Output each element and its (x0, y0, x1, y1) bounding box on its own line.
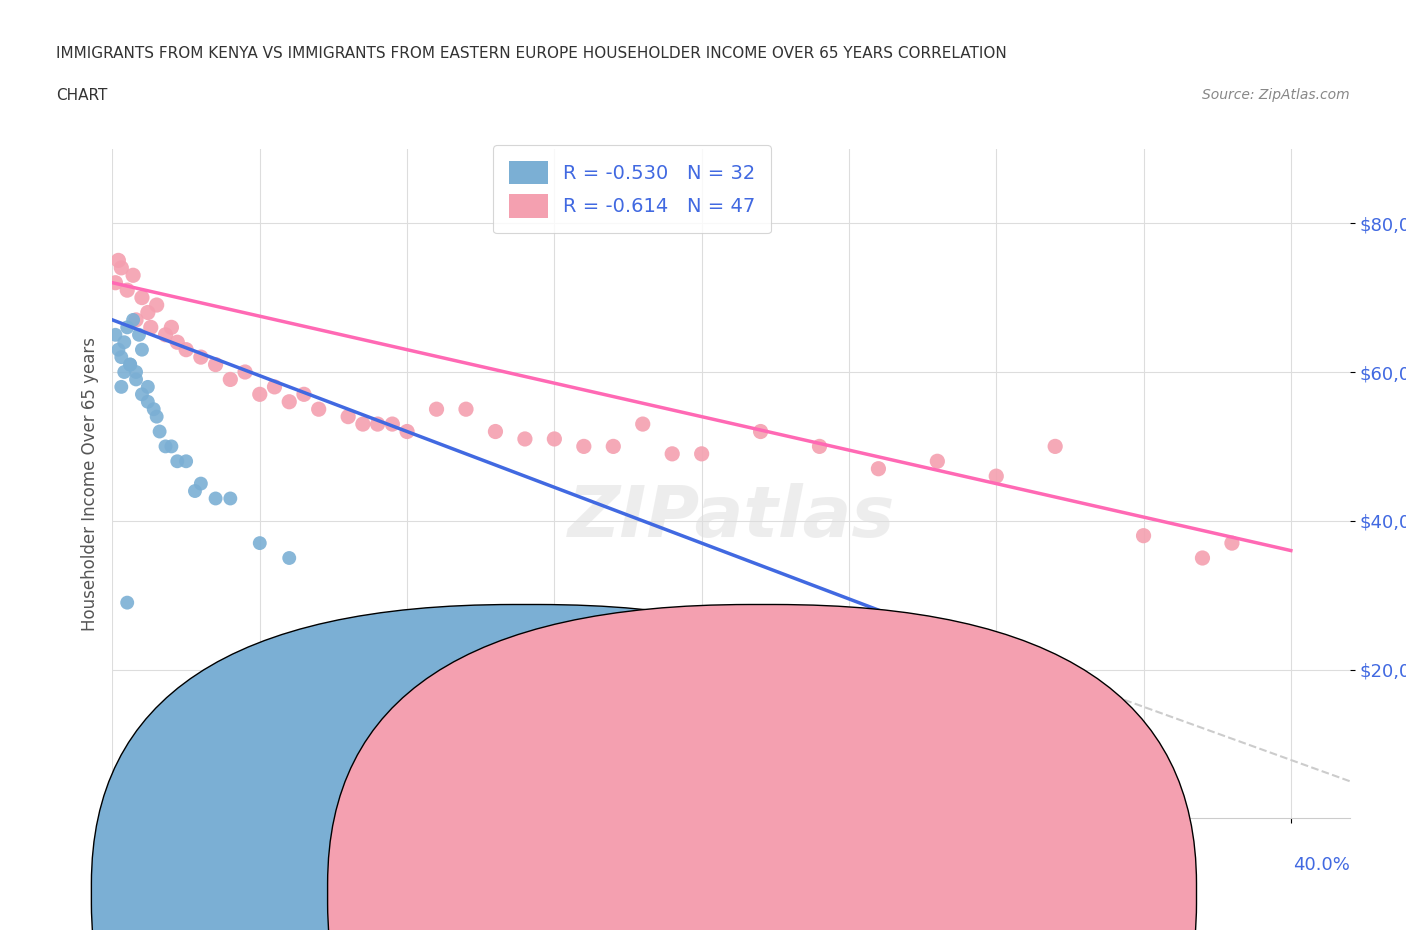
Point (160, 320, 183, 335)
Point (868, 461, 890, 476)
Point (1043, 439, 1066, 454)
Point (749, 424, 772, 439)
Point (204, 357, 226, 372)
Point (190, 476, 212, 491)
Point (308, 402, 330, 417)
Point (131, 290, 153, 305)
Point (136, 394, 159, 409)
Y-axis label: Householder Income Over 65 years: Householder Income Over 65 years (80, 337, 98, 631)
Point (122, 312, 145, 327)
Text: Source: ZipAtlas.com: Source: ZipAtlas.com (1202, 88, 1350, 102)
Point (174, 342, 197, 357)
Point (190, 350, 212, 365)
Point (125, 372, 148, 387)
Point (513, 432, 536, 446)
Point (120, 357, 142, 372)
Point (115, 320, 138, 335)
Text: IMMIGRANTS FROM KENYA VS IMMIGRANTS FROM EASTERN EUROPE HOUSEHOLDER INCOME OVER : IMMIGRANTS FROM KENYA VS IMMIGRANTS FROM… (56, 46, 1007, 61)
Point (110, 379, 132, 394)
Point (112, 335, 135, 350)
Point (107, 253, 129, 268)
Point (128, 327, 150, 342)
Point (155, 439, 177, 454)
Point (381, 417, 404, 432)
Text: CHART: CHART (56, 88, 108, 103)
Point (484, 424, 506, 439)
Point (278, 551, 301, 565)
Text: 40.0%: 40.0% (1294, 856, 1350, 874)
Point (631, 417, 654, 432)
Point (107, 342, 129, 357)
Point (125, 312, 148, 327)
Point (122, 268, 145, 283)
Point (112, 365, 135, 379)
Point (219, 491, 242, 506)
Point (367, 417, 389, 432)
Point (166, 335, 188, 350)
Point (543, 432, 565, 446)
Point (115, 283, 138, 298)
Point (139, 320, 162, 335)
Point (184, 484, 207, 498)
Point (145, 409, 167, 424)
Text: □  Immigrants from Eastern Europe: □ Immigrants from Eastern Europe (773, 884, 1071, 902)
Point (204, 491, 226, 506)
Legend: R = -0.530   N = 32, R = -0.614   N = 47: R = -0.530 N = 32, R = -0.614 N = 47 (494, 145, 770, 233)
Point (1191, 551, 1213, 565)
Point (337, 409, 360, 424)
Point (986, 469, 1008, 484)
Point (145, 298, 167, 312)
Point (110, 350, 132, 365)
Point (115, 595, 138, 610)
Point (396, 424, 419, 439)
Point (155, 327, 177, 342)
Point (1132, 528, 1154, 543)
Point (120, 357, 142, 372)
Point (131, 342, 153, 357)
Point (136, 379, 159, 394)
Point (263, 379, 285, 394)
Point (352, 417, 374, 432)
Point (1220, 536, 1243, 551)
Point (142, 402, 165, 417)
Point (779, 699, 801, 714)
Point (125, 365, 148, 379)
Point (136, 305, 159, 320)
Text: 0.0%: 0.0% (112, 856, 157, 874)
Point (160, 439, 183, 454)
Point (149, 424, 172, 439)
Point (454, 402, 477, 417)
Point (110, 260, 132, 275)
Point (690, 446, 713, 461)
Text: □  Immigrants from Kenya: □ Immigrants from Kenya (534, 884, 756, 902)
Point (602, 439, 624, 454)
Point (104, 327, 127, 342)
Point (278, 394, 301, 409)
Point (233, 365, 256, 379)
Point (292, 387, 315, 402)
Point (249, 387, 271, 402)
Point (425, 402, 447, 417)
Point (166, 454, 188, 469)
Point (808, 439, 831, 454)
Point (104, 275, 127, 290)
Point (661, 446, 683, 461)
Text: ZIPatlas: ZIPatlas (568, 483, 894, 551)
Point (219, 372, 242, 387)
Point (131, 387, 153, 402)
Point (174, 454, 197, 469)
Point (249, 536, 271, 551)
Point (572, 439, 595, 454)
Point (927, 454, 949, 469)
